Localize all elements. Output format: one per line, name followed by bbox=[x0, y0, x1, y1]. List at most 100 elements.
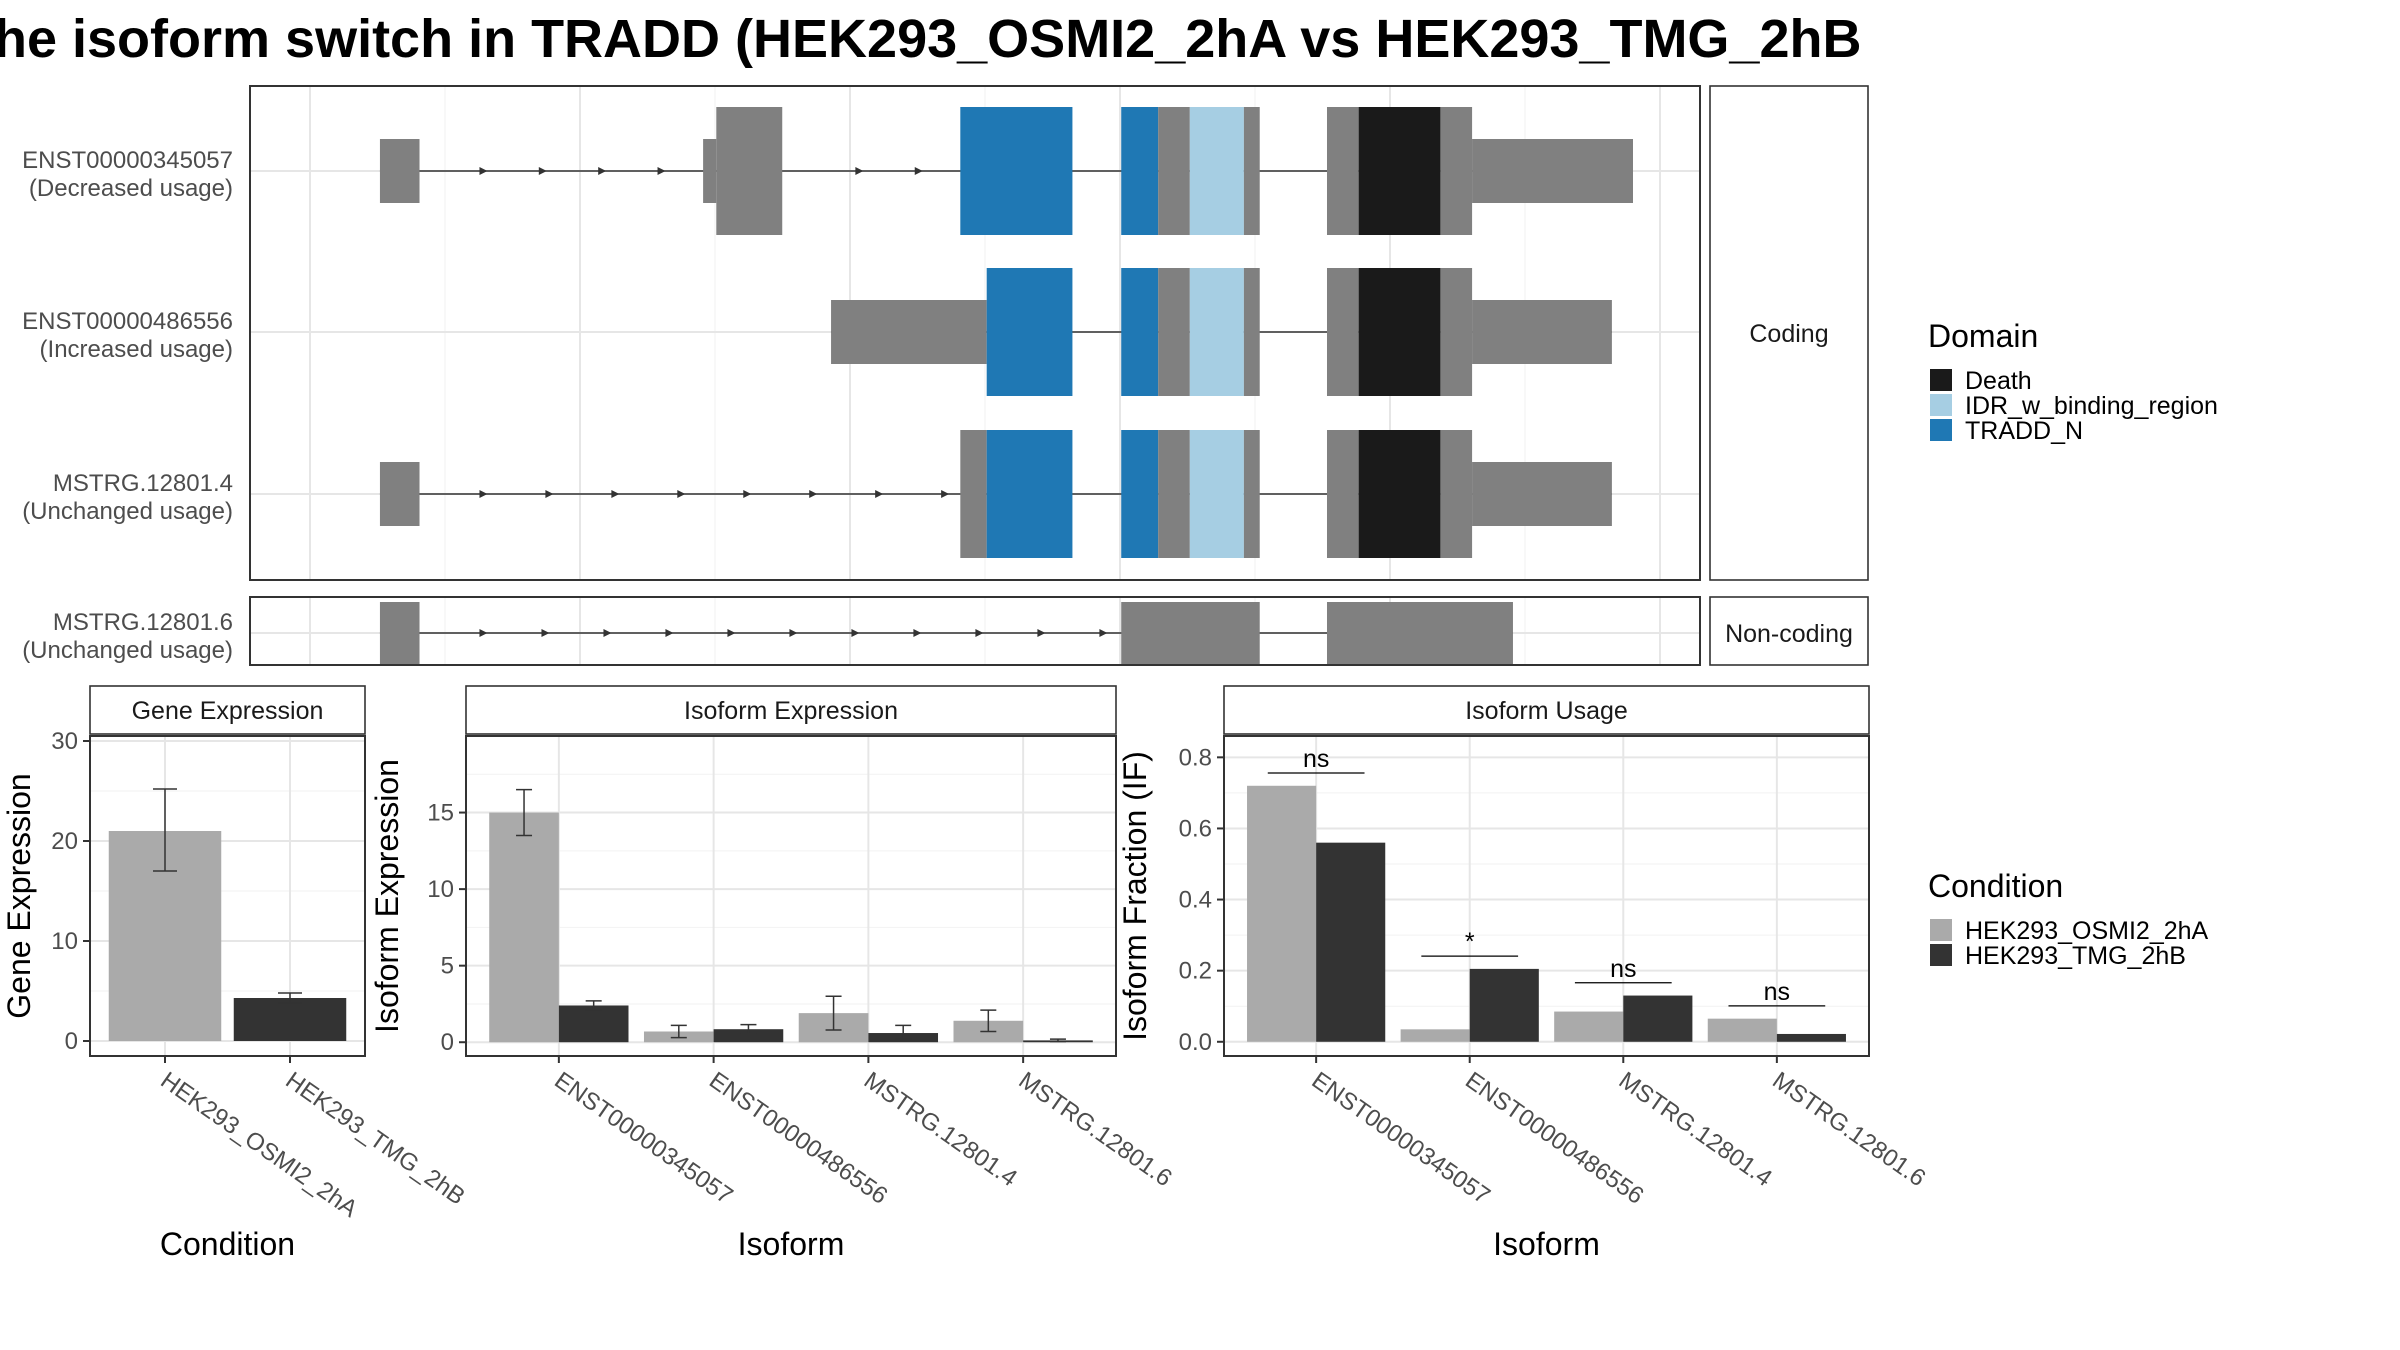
intron-arrow bbox=[913, 629, 922, 637]
significance-label: ns bbox=[1303, 745, 1329, 773]
x-tick-label: MSTRG.12801.6 bbox=[1014, 1067, 1177, 1192]
intron-arrow bbox=[727, 629, 736, 637]
y-tick-label: 10 bbox=[51, 928, 78, 955]
coding-exon bbox=[1243, 430, 1260, 558]
domain-segment-TRADD_N bbox=[1121, 430, 1159, 558]
intron-arrow bbox=[538, 167, 547, 175]
x-tick-label: MSTRG.12801.6 bbox=[1767, 1067, 1930, 1192]
legend-swatch-condition bbox=[1930, 944, 1952, 966]
coding-exon bbox=[1158, 268, 1190, 396]
y-tick-label: 0 bbox=[441, 1029, 454, 1056]
bar-1 bbox=[1469, 968, 1539, 1042]
transcript-id-label: MSTRG.12801.6 bbox=[53, 609, 233, 636]
coding-exon bbox=[1440, 107, 1473, 235]
domain-segment-Death bbox=[1358, 430, 1441, 558]
coding-exon bbox=[1243, 107, 1260, 235]
coding-panel-border bbox=[249, 85, 1701, 581]
transcript-ENST00000345057 bbox=[379, 107, 1633, 235]
intron-arrow bbox=[479, 490, 488, 498]
intron-arrow bbox=[1099, 629, 1108, 637]
utr-exon bbox=[1472, 462, 1612, 526]
intron-arrow bbox=[545, 490, 554, 498]
intron-arrow bbox=[1037, 629, 1046, 637]
y-tick-label: 0.0 bbox=[1179, 1029, 1212, 1056]
coding-exon bbox=[1326, 430, 1359, 558]
legend-swatch-condition bbox=[1930, 919, 1952, 941]
transcript-id-label: ENST00000486556 bbox=[22, 308, 233, 335]
plot-border bbox=[1223, 735, 1870, 1057]
utr-exon bbox=[379, 462, 420, 526]
coding-exon bbox=[1158, 107, 1190, 235]
bar-1 bbox=[1776, 1033, 1846, 1042]
domain-legend-title: Domain bbox=[1928, 318, 2038, 354]
domain-segment-TRADD_N bbox=[986, 268, 1073, 396]
y-tick-label: 0.6 bbox=[1179, 815, 1212, 842]
coding-exon bbox=[379, 602, 420, 664]
significance-label: * bbox=[1465, 928, 1475, 956]
intron-arrow bbox=[743, 490, 752, 498]
domain-segment-IDR_w_binding_region bbox=[1189, 107, 1244, 235]
chart-strip bbox=[89, 685, 366, 735]
domain-segment-IDR_w_binding_region bbox=[1189, 268, 1244, 396]
intron-arrow bbox=[598, 167, 607, 175]
x-axis-title: Condition bbox=[160, 1226, 295, 1262]
y-tick-label: 0.4 bbox=[1179, 887, 1212, 914]
transcript-ENST00000486556 bbox=[831, 268, 1612, 396]
x-axis-title: Isoform bbox=[1493, 1226, 1600, 1262]
bar-1 bbox=[558, 1005, 629, 1043]
transcript-MSTRG.12801.4 bbox=[379, 430, 1612, 558]
intron-arrow bbox=[941, 490, 950, 498]
domain-segment-Death bbox=[1358, 107, 1441, 235]
legend-swatch-TRADD_N bbox=[1930, 419, 1952, 441]
y-tick-label: 20 bbox=[51, 828, 78, 855]
intron-arrow bbox=[875, 490, 884, 498]
significance-label: ns bbox=[1610, 955, 1636, 983]
intron-arrow bbox=[809, 490, 818, 498]
condition-legend-title: Condition bbox=[1928, 868, 2063, 904]
chart-strip bbox=[1223, 685, 1870, 735]
x-tick-label: HEK293_OSMI2_2hA bbox=[156, 1067, 363, 1223]
transcript-id-label: ENST00000345057 bbox=[22, 147, 233, 174]
coding-exon bbox=[1326, 602, 1513, 664]
y-tick-label: 0 bbox=[65, 1028, 78, 1055]
chart-strip-title: Isoform Expression bbox=[684, 697, 898, 725]
y-tick-label: 0.2 bbox=[1179, 958, 1212, 985]
legend-label-IDR_w_binding_region: IDR_w_binding_region bbox=[1965, 392, 2218, 420]
coding-exon bbox=[1326, 268, 1359, 396]
domain-segment-IDR_w_binding_region bbox=[1189, 430, 1244, 558]
figure-title: he isoform switch in TRADD (HEK293_OSMI2… bbox=[0, 9, 1861, 69]
coding-exon bbox=[1121, 602, 1260, 664]
bar-1 bbox=[233, 998, 347, 1041]
coding-exon bbox=[716, 107, 783, 235]
significance-label: ns bbox=[1764, 978, 1790, 1006]
plot-border bbox=[89, 735, 366, 1057]
expression-charts: Gene Expression0102030HEK293_OSMI2_2hAHE… bbox=[1, 685, 1930, 1262]
bar-0 bbox=[1554, 1011, 1624, 1042]
coding-facet-strip bbox=[1709, 85, 1869, 581]
utr-exon bbox=[703, 139, 717, 203]
y-tick-label: 10 bbox=[427, 876, 454, 903]
y-tick-label: 5 bbox=[441, 953, 454, 980]
intron-arrow bbox=[855, 167, 864, 175]
coding-exon bbox=[1440, 430, 1473, 558]
intron-arrow bbox=[479, 167, 488, 175]
bar-0 bbox=[1247, 785, 1317, 1042]
x-axis-title: Isoform bbox=[738, 1226, 845, 1262]
y-tick-label: 30 bbox=[51, 728, 78, 755]
intron-arrow bbox=[479, 629, 488, 637]
legend-swatch-Death bbox=[1930, 369, 1952, 391]
transcript-usage-label: (Unchanged usage) bbox=[22, 637, 233, 664]
intron-arrow bbox=[611, 490, 620, 498]
noncoding-panel-border bbox=[249, 596, 1701, 666]
noncoding-facet-label: Non-coding bbox=[1725, 620, 1853, 648]
transcript-id-label: MSTRG.12801.4 bbox=[53, 470, 233, 497]
plot-area bbox=[466, 736, 1116, 1056]
intron-arrow bbox=[789, 629, 798, 637]
intron-arrow bbox=[851, 629, 860, 637]
utr-exon bbox=[379, 139, 420, 203]
bar-1 bbox=[1623, 995, 1693, 1042]
intron-arrow bbox=[657, 167, 666, 175]
x-tick-label: MSTRG.12801.4 bbox=[1614, 1067, 1777, 1192]
legend-label-TRADD_N: TRADD_N bbox=[1965, 417, 2083, 445]
